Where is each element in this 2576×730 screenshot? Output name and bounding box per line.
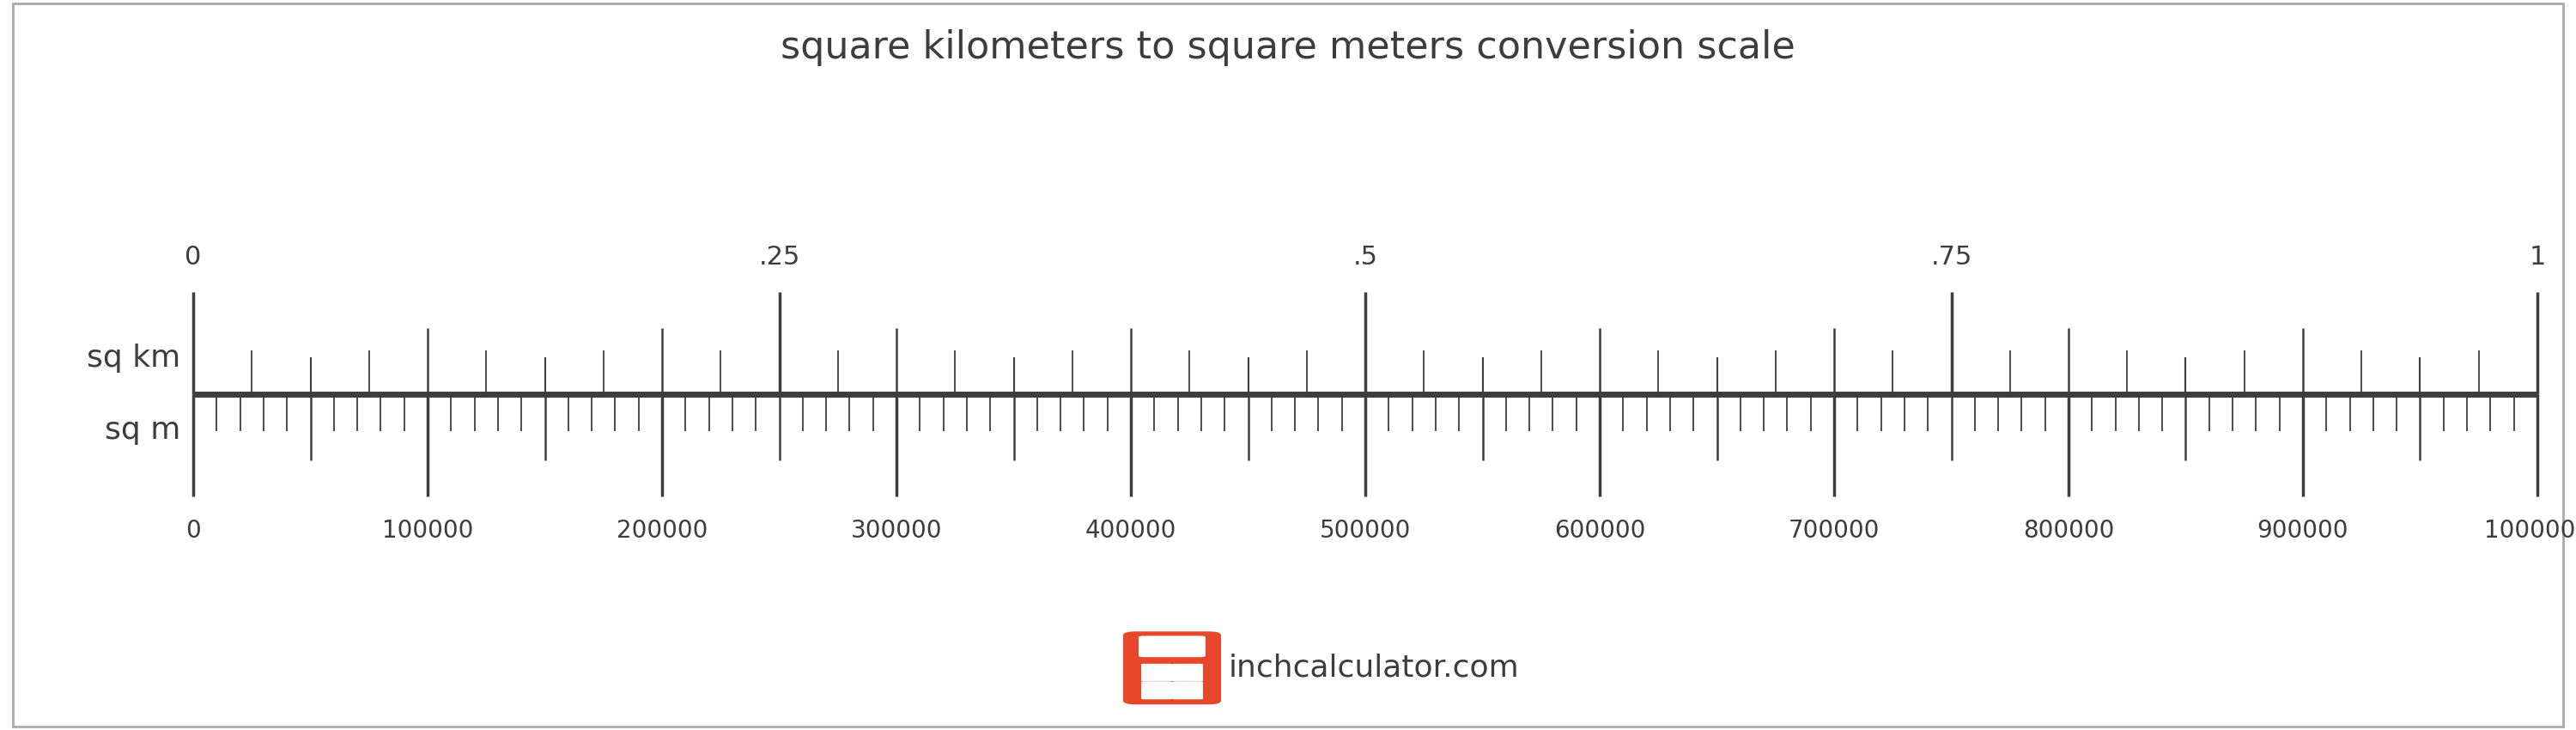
- FancyBboxPatch shape: [1172, 664, 1203, 682]
- FancyBboxPatch shape: [1172, 682, 1203, 699]
- Text: 1: 1: [2530, 245, 2545, 270]
- Text: .5: .5: [1352, 245, 1378, 270]
- FancyBboxPatch shape: [1141, 664, 1172, 682]
- FancyBboxPatch shape: [1123, 631, 1221, 704]
- Text: 400000: 400000: [1084, 518, 1177, 542]
- Text: 300000: 300000: [850, 518, 943, 542]
- FancyBboxPatch shape: [1141, 682, 1172, 699]
- Text: 0: 0: [185, 518, 201, 542]
- Text: 0: 0: [185, 245, 201, 270]
- FancyBboxPatch shape: [1139, 636, 1206, 657]
- Text: 100000: 100000: [381, 518, 474, 542]
- Text: 900000: 900000: [2257, 518, 2349, 542]
- Text: sq km: sq km: [88, 344, 180, 373]
- Text: 1000000: 1000000: [2483, 518, 2576, 542]
- Text: .25: .25: [757, 245, 801, 270]
- Text: square kilometers to square meters conversion scale: square kilometers to square meters conve…: [781, 29, 1795, 66]
- Text: 800000: 800000: [2022, 518, 2115, 542]
- Text: 500000: 500000: [1319, 518, 1412, 542]
- Text: sq m: sq m: [106, 415, 180, 445]
- Text: 200000: 200000: [616, 518, 708, 542]
- Text: 700000: 700000: [1788, 518, 1880, 542]
- Text: inchcalculator.com: inchcalculator.com: [1229, 653, 1520, 683]
- Text: 600000: 600000: [1553, 518, 1646, 542]
- Text: .75: .75: [1929, 245, 1973, 270]
